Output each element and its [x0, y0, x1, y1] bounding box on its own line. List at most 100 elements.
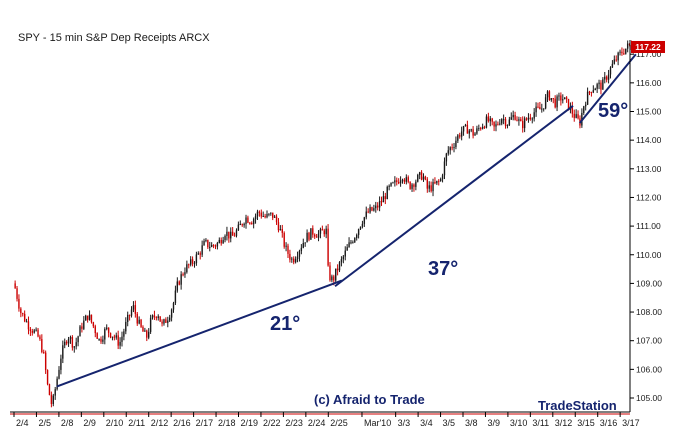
candle-body — [396, 180, 398, 182]
x-tick-label: 2/9 — [83, 418, 96, 428]
candle-body — [401, 179, 404, 181]
candle-body — [245, 217, 247, 224]
candle-body — [537, 106, 539, 108]
candle-body — [111, 336, 114, 338]
candle-body — [329, 265, 331, 281]
brand-label: TradeStation — [538, 398, 617, 413]
candle-body — [163, 319, 165, 324]
candle-body — [56, 378, 58, 390]
candle-body — [417, 174, 419, 182]
candle-body — [535, 106, 537, 113]
candle-body — [134, 305, 137, 314]
x-tick-label: 3/4 — [420, 418, 433, 428]
candle-body — [46, 370, 49, 385]
candle-body — [256, 211, 259, 217]
candle-body — [325, 228, 327, 235]
candle-body — [237, 224, 240, 231]
x-tick-label: Mar'10 — [364, 418, 391, 428]
candle-body — [174, 290, 177, 304]
candle-body — [81, 326, 83, 329]
candle-body — [254, 216, 257, 220]
candle-body — [604, 76, 606, 80]
candle-body — [390, 182, 392, 186]
candle-body — [121, 336, 123, 342]
x-tick-label: 2/23 — [285, 418, 303, 428]
last-price-label: 117.22 — [635, 42, 661, 52]
candle-body — [107, 327, 110, 333]
candle-body — [525, 118, 528, 120]
candle-body — [502, 119, 505, 121]
y-tick-label: 106.00 — [636, 364, 662, 374]
candle-body — [54, 389, 56, 396]
candle-body — [625, 48, 627, 54]
candle-body — [335, 268, 337, 281]
candle-body — [376, 205, 379, 208]
candle-body — [216, 242, 219, 247]
candle-body — [602, 79, 604, 90]
candle-body — [170, 309, 173, 318]
candle-body — [594, 88, 596, 91]
candle-body — [510, 117, 512, 120]
candle-body — [426, 179, 429, 189]
candle-body — [567, 98, 570, 110]
candle-body — [543, 108, 545, 110]
x-tick-label: 3/3 — [398, 418, 411, 428]
candle-body — [306, 232, 308, 243]
candle-body — [197, 253, 200, 255]
candle-body — [29, 329, 32, 332]
candle-body — [470, 129, 472, 131]
candle-body — [214, 245, 217, 247]
candle-body — [25, 321, 28, 323]
copyright-credit: (c) Afraid to Trade — [314, 392, 425, 407]
candle-body — [60, 358, 62, 370]
candle-body — [506, 125, 509, 127]
candle-body — [399, 180, 402, 184]
trendline-2 — [334, 104, 574, 288]
candle-body — [533, 112, 535, 119]
candle-body — [79, 326, 81, 337]
candle-body — [600, 82, 602, 90]
candle-body — [315, 236, 318, 238]
candle-body — [485, 116, 488, 128]
candle-body — [457, 135, 459, 141]
candle-body — [382, 196, 385, 203]
candle-body — [518, 119, 520, 121]
candle-body — [434, 182, 436, 184]
angle-label-37: 37° — [428, 258, 458, 280]
candle-body — [18, 298, 20, 309]
candle-body — [424, 176, 427, 180]
candle-body — [209, 246, 211, 248]
y-tick-label: 116.00 — [636, 78, 662, 88]
candle-body — [151, 315, 154, 318]
candle-body — [58, 369, 60, 379]
angle-label-21: 21° — [270, 313, 300, 335]
candle-body — [615, 59, 617, 61]
candle-body — [115, 335, 117, 338]
candle-body — [109, 332, 112, 338]
candle-body — [430, 185, 432, 192]
candle-body — [210, 244, 213, 247]
trendlines — [56, 53, 637, 388]
candle-body — [352, 242, 354, 244]
candle-body — [252, 219, 255, 225]
candle-body — [149, 317, 152, 332]
candle-body — [497, 124, 499, 126]
x-tick-label: 2/19 — [241, 418, 259, 428]
candle-body — [100, 338, 102, 342]
candle-body — [584, 104, 587, 107]
candle-body — [159, 316, 161, 322]
candle-body — [48, 384, 51, 396]
candle-body — [523, 118, 526, 129]
candle-body — [340, 259, 343, 263]
candle-body — [560, 95, 562, 101]
candle-body — [262, 215, 264, 217]
candle-body — [499, 123, 501, 125]
chart-title: SPY - 15 min S&P Dep Receipts ARCX — [18, 32, 210, 44]
candle-body — [264, 215, 266, 218]
candle-body — [577, 114, 579, 119]
candle-body — [41, 339, 43, 353]
y-tick-label: 107.00 — [636, 336, 662, 346]
candle-body — [176, 281, 179, 291]
candle-body — [317, 233, 320, 238]
